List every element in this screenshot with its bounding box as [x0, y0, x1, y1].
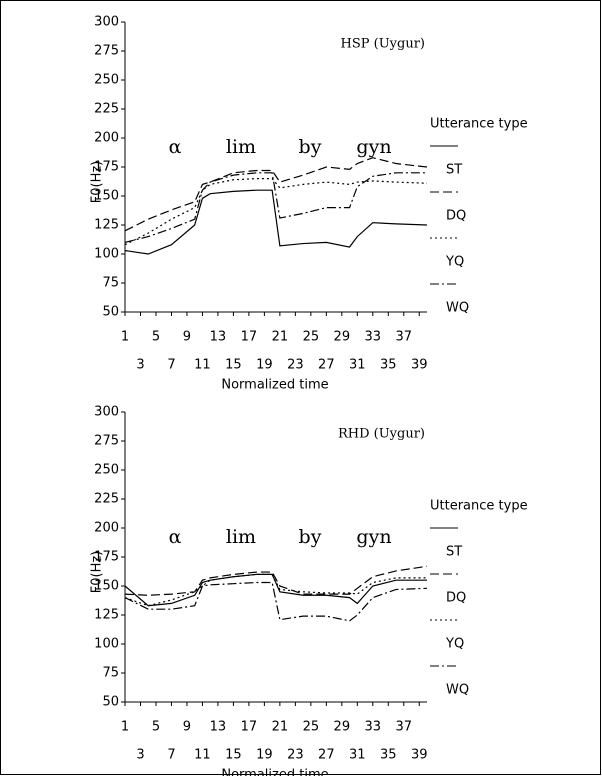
syllable-label: lim — [226, 136, 256, 158]
legend-title: Utterance type — [430, 499, 528, 514]
legend-label: YQ — [445, 255, 464, 270]
x-tick-label: 3 — [136, 358, 144, 373]
x-tick-label: 23 — [287, 358, 304, 373]
chart-title: HSP (Uygur) — [341, 37, 425, 52]
legend-label: WQ — [446, 301, 469, 316]
series-line — [124, 178, 428, 246]
y-tick-label: 125 — [94, 608, 119, 623]
series-line — [124, 157, 428, 232]
x-tick-label: 31 — [349, 358, 366, 373]
series-line — [124, 581, 428, 622]
x-tick-label: 13 — [210, 330, 227, 345]
y-tick-label: 100 — [94, 247, 119, 262]
x-tick-label: 5 — [152, 330, 160, 345]
y-tick-label: 250 — [94, 73, 119, 88]
x-tick-label: 11 — [194, 748, 211, 763]
chart-title: RHD (Uygur) — [338, 427, 425, 442]
series-line — [124, 573, 427, 607]
y-tick-label: 150 — [94, 189, 119, 204]
syllable-label: lim — [226, 526, 256, 548]
y-tick-label: 225 — [94, 492, 119, 507]
y-tick-label: 225 — [94, 102, 119, 117]
x-tick-label: 31 — [349, 748, 366, 763]
syllable-label: by — [299, 136, 322, 158]
syllable-label: α — [169, 136, 182, 158]
legend-title: Utterance type — [430, 117, 528, 132]
legend-label: ST — [446, 163, 462, 178]
x-tick-label: 9 — [183, 330, 191, 345]
x-tick-label: 1 — [121, 720, 129, 735]
series-line — [124, 573, 427, 607]
y-tick-label: 50 — [102, 695, 119, 710]
y-tick-label: 275 — [94, 44, 119, 59]
syllable-label: by — [299, 526, 322, 548]
x-tick-label: 33 — [365, 720, 382, 735]
series-line — [124, 172, 427, 243]
x-tick-label: 5 — [152, 720, 160, 735]
y-tick-label: 75 — [102, 666, 119, 681]
x-tick-label: 19 — [256, 748, 273, 763]
y-tick-label: 50 — [102, 305, 119, 320]
x-tick-label: 13 — [210, 720, 227, 735]
x-tick-label: 35 — [380, 358, 397, 373]
y-tick-label: 175 — [94, 550, 119, 565]
legend-label: DQ — [446, 209, 466, 224]
x-tick-label: 11 — [194, 358, 211, 373]
x-tick-label: 37 — [395, 330, 412, 345]
y-tick-label: 75 — [102, 276, 119, 291]
x-tick-label: 21 — [272, 720, 289, 735]
x-tick-label: 39 — [411, 358, 428, 373]
x-tick-label: 3 — [136, 748, 144, 763]
x-tick-label: 37 — [395, 720, 412, 735]
x-tick-label: 35 — [380, 748, 397, 763]
x-tick-label: 7 — [167, 358, 175, 373]
x-tick-label: 39 — [411, 748, 428, 763]
x-tick-label: 19 — [256, 358, 273, 373]
x-tick-label: 15 — [225, 748, 242, 763]
series-line — [124, 565, 428, 596]
y-axis-label: F0(Hz) — [90, 551, 105, 594]
y-tick-label: 125 — [94, 218, 119, 233]
series-line — [124, 189, 428, 255]
syllable-label: α — [169, 526, 182, 548]
x-tick-label: 17 — [241, 720, 258, 735]
legend-label: ST — [446, 545, 462, 560]
y-tick-label: 175 — [94, 160, 119, 175]
y-tick-label: 150 — [94, 579, 119, 594]
syllable-label: gyn — [356, 136, 391, 158]
legend-label: WQ — [446, 683, 469, 698]
y-tick-label: 300 — [94, 405, 119, 420]
x-tick-label: 25 — [303, 330, 320, 345]
x-tick-label: 21 — [272, 330, 289, 345]
x-tick-label: 33 — [365, 330, 382, 345]
x-tick-label: 17 — [241, 330, 258, 345]
y-tick-label: 200 — [94, 131, 119, 146]
legend-label: DQ — [446, 591, 466, 606]
y-tick-label: 200 — [94, 521, 119, 536]
x-tick-label: 9 — [183, 720, 191, 735]
y-tick-label: 300 — [94, 15, 119, 30]
x-tick-label: 1 — [121, 330, 129, 345]
x-tick-label: 27 — [318, 358, 335, 373]
x-tick-label: 29 — [334, 720, 351, 735]
syllable-label: gyn — [356, 526, 391, 548]
y-tick-label: 100 — [94, 637, 119, 652]
x-tick-label: 29 — [334, 330, 351, 345]
legend-label: YQ — [445, 637, 464, 652]
x-axis-label: Normalized time — [221, 768, 328, 776]
y-axis-label: F0(Hz) — [90, 161, 105, 204]
x-tick-label: 7 — [167, 748, 175, 763]
y-tick-label: 275 — [94, 434, 119, 449]
x-tick-label: 27 — [318, 748, 335, 763]
x-tick-label: 25 — [303, 720, 320, 735]
x-axis-label: Normalized time — [221, 378, 328, 393]
x-tick-label: 15 — [225, 358, 242, 373]
x-tick-label: 23 — [287, 748, 304, 763]
y-tick-label: 250 — [94, 463, 119, 478]
